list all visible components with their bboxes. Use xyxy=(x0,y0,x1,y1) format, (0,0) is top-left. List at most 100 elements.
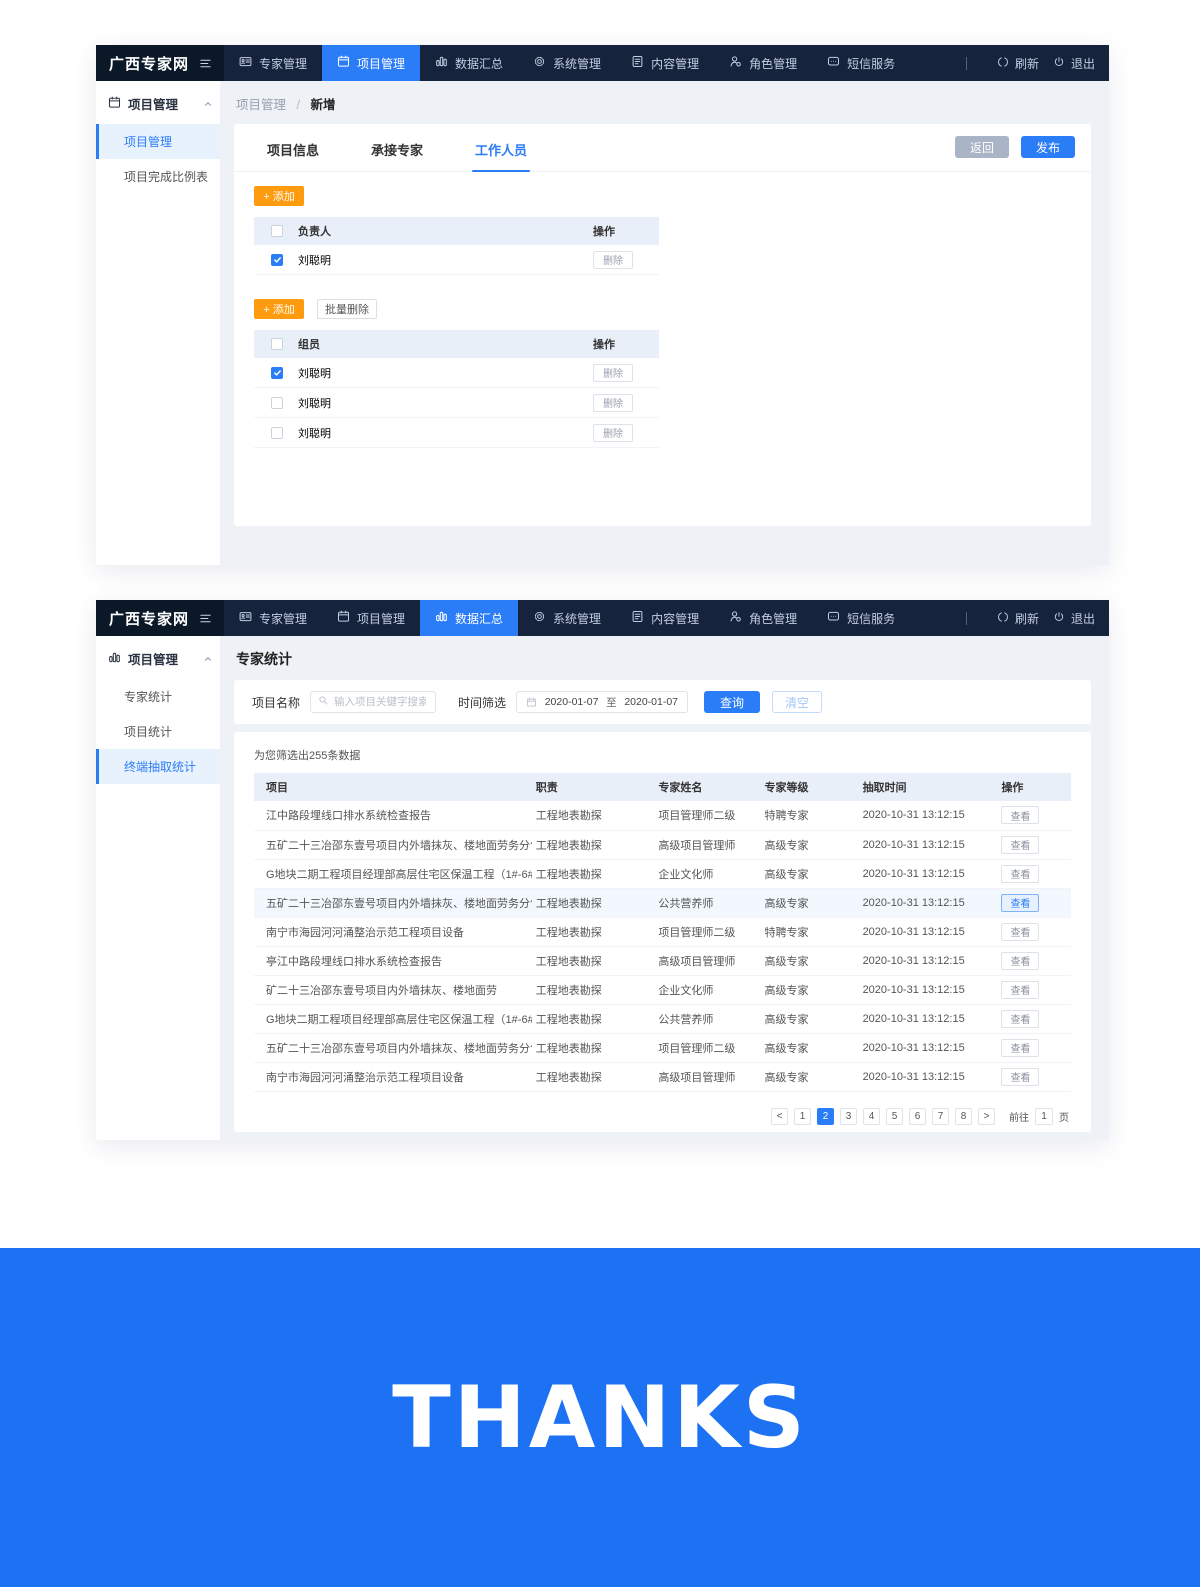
back-button[interactable]: 返回 xyxy=(955,136,1009,158)
nav-item-data[interactable]: 数据汇总 xyxy=(420,45,518,81)
table-row: 五矿二十三冶邵东壹号项目内外墙抹灰、楼地面劳务分包工 工程地表勘探 项目管理师二… xyxy=(254,1033,1071,1063)
nav-item-project[interactable]: 项目管理 xyxy=(322,45,421,81)
sidebar-group-project[interactable]: 项目管理 xyxy=(96,636,220,679)
goto-page-input[interactable] xyxy=(1035,1107,1053,1125)
nav-item-sms[interactable]: 短信服务 xyxy=(812,600,910,636)
delete-button[interactable]: 删除 xyxy=(593,363,633,382)
nav-item-content[interactable]: 内容管理 xyxy=(616,600,714,636)
sidebar-item-project-stats[interactable]: 项目统计 xyxy=(124,725,173,739)
page-button-8[interactable]: 8 xyxy=(955,1107,972,1125)
filter-panel: 项目名称 时间筛选 2020-01-07 至 2020-01-07 查询 清空 xyxy=(234,680,1091,724)
batch-delete-button[interactable]: 批量删除 xyxy=(317,299,377,319)
tab-assigned-expert[interactable]: 承接专家 xyxy=(371,143,424,158)
prev-page-button[interactable]: < xyxy=(771,1107,788,1125)
view-button[interactable]: 查看 xyxy=(1001,1009,1040,1028)
page-button-7[interactable]: 7 xyxy=(932,1107,949,1125)
page-button-5[interactable]: 5 xyxy=(886,1107,903,1125)
select-all-checkbox[interactable] xyxy=(271,338,283,350)
view-button[interactable]: 查看 xyxy=(1001,1038,1040,1057)
nav-item-content[interactable]: 内容管理 xyxy=(616,45,714,81)
form-panel: 项目信息 承接专家 工作人员 返回 发布 + 添加 xyxy=(234,124,1091,526)
nav-item-expert[interactable]: 专家管理 xyxy=(224,45,322,81)
delete-button[interactable]: 删除 xyxy=(593,393,633,412)
add-owner-button[interactable]: + 添加 xyxy=(254,186,304,206)
row-checkbox[interactable] xyxy=(271,366,283,379)
date-range-picker[interactable]: 2020-01-07 至 2020-01-07 xyxy=(516,691,689,713)
view-button[interactable]: 查看 xyxy=(1001,1067,1040,1086)
date-from[interactable]: 2020-01-07 xyxy=(544,696,599,708)
view-button[interactable]: 查看 xyxy=(1001,893,1040,912)
nav-item-role[interactable]: 角色管理 xyxy=(714,600,812,636)
delete-button[interactable]: 删除 xyxy=(593,250,633,269)
nav-item-sms[interactable]: 短信服务 xyxy=(812,45,910,81)
nav-utilities: 刷新 退出 xyxy=(965,45,1109,81)
clear-button[interactable]: 清空 xyxy=(772,691,823,713)
row-checkbox[interactable] xyxy=(271,426,283,439)
publish-button[interactable]: 发布 xyxy=(1021,136,1075,158)
add-member-button[interactable]: + 添加 xyxy=(254,299,304,319)
sidebar-item-project-management[interactable]: 项目管理 xyxy=(96,124,220,159)
logo-block: 广西专家网 xyxy=(96,600,224,636)
op-column-header: 操作 xyxy=(593,339,615,351)
goto-label: 前往 xyxy=(1009,1112,1029,1124)
thanks-text: THANKS xyxy=(392,1367,808,1468)
col-header-expert-level: 专家等级 xyxy=(760,773,859,801)
sidebar-item-completion-ratio[interactable]: 项目完成比例表 xyxy=(124,170,209,184)
op-column-header: 操作 xyxy=(593,226,615,238)
col-header-duty: 职责 xyxy=(531,773,655,801)
date-to[interactable]: 2020-01-07 xyxy=(624,696,679,708)
screenshot-project-add: 广西专家网 专家管理 项目管理 数据汇总 xyxy=(96,45,1109,565)
page-button-3[interactable]: 3 xyxy=(840,1107,857,1125)
select-all-checkbox[interactable] xyxy=(271,225,283,237)
sidebar-group-project[interactable]: 项目管理 xyxy=(96,81,220,124)
view-button[interactable]: 查看 xyxy=(1001,951,1040,970)
delete-button[interactable]: 删除 xyxy=(593,423,633,442)
nav-divider xyxy=(965,611,967,625)
table-row: G地块二期工程项目经理部高层住宅区保温工程（1#-6#栋） 工程地表勘探 公共营… xyxy=(254,1004,1071,1034)
menu-collapse-icon[interactable] xyxy=(199,612,212,625)
gear-icon xyxy=(533,55,546,71)
page-button-4[interactable]: 4 xyxy=(863,1107,880,1125)
col-header-expert-name: 专家姓名 xyxy=(654,773,761,801)
search-input[interactable] xyxy=(334,696,427,708)
next-page-button[interactable]: > xyxy=(978,1107,995,1125)
view-button[interactable]: 查看 xyxy=(1001,922,1040,941)
member-table: 组员 操作 刘聪明 删除 刘聪明 删除 xyxy=(254,330,659,448)
menu-collapse-icon[interactable] xyxy=(199,57,212,70)
member-name: 刘聪明 xyxy=(298,427,331,440)
refresh-button[interactable]: 刷新 xyxy=(997,55,1039,72)
calendar-icon xyxy=(526,697,537,708)
nav-item-role[interactable]: 角色管理 xyxy=(714,45,812,81)
sidebar: 项目管理 项目管理 项目完成比例表 xyxy=(96,81,220,565)
page-button-1[interactable]: 1 xyxy=(794,1107,811,1125)
row-checkbox[interactable] xyxy=(271,253,283,266)
view-button[interactable]: 查看 xyxy=(1001,835,1040,854)
row-checkbox[interactable] xyxy=(271,396,283,409)
view-button[interactable]: 查看 xyxy=(1001,806,1040,825)
tab-staff[interactable]: 工作人员 xyxy=(472,124,531,172)
sidebar-item-terminal-draw-stats[interactable]: 终端抽取统计 xyxy=(96,749,220,784)
page-button-2[interactable]: 2 xyxy=(817,1107,834,1125)
nav-item-system[interactable]: 系统管理 xyxy=(518,45,616,81)
sidebar-item-expert-stats[interactable]: 专家统计 xyxy=(124,690,173,704)
refresh-button[interactable]: 刷新 xyxy=(997,610,1039,627)
power-icon xyxy=(1053,611,1065,626)
brand-logo: 广西专家网 xyxy=(109,610,190,628)
breadcrumb: 项目管理 / 新增 xyxy=(236,98,336,112)
breadcrumb-parent[interactable]: 项目管理 xyxy=(236,98,287,112)
logout-button[interactable]: 退出 xyxy=(1053,55,1095,72)
bar-chart-icon xyxy=(435,55,448,71)
tab-project-info[interactable]: 项目信息 xyxy=(267,143,320,158)
page-button-6[interactable]: 6 xyxy=(909,1107,926,1125)
breadcrumb-current: 新增 xyxy=(310,98,336,112)
nav-item-system[interactable]: 系统管理 xyxy=(518,600,616,636)
logout-button[interactable]: 退出 xyxy=(1053,610,1095,627)
view-button[interactable]: 查看 xyxy=(1001,864,1040,883)
query-button[interactable]: 查询 xyxy=(704,691,761,713)
nav-item-data[interactable]: 数据汇总 xyxy=(420,600,519,636)
main-nav: 专家管理 项目管理 数据汇总 系统管理 内容管理 xyxy=(224,45,910,81)
nav-item-project[interactable]: 项目管理 xyxy=(322,600,420,636)
nav-item-expert[interactable]: 专家管理 xyxy=(224,600,322,636)
view-button[interactable]: 查看 xyxy=(1001,980,1040,999)
chevron-up-icon xyxy=(204,100,212,108)
